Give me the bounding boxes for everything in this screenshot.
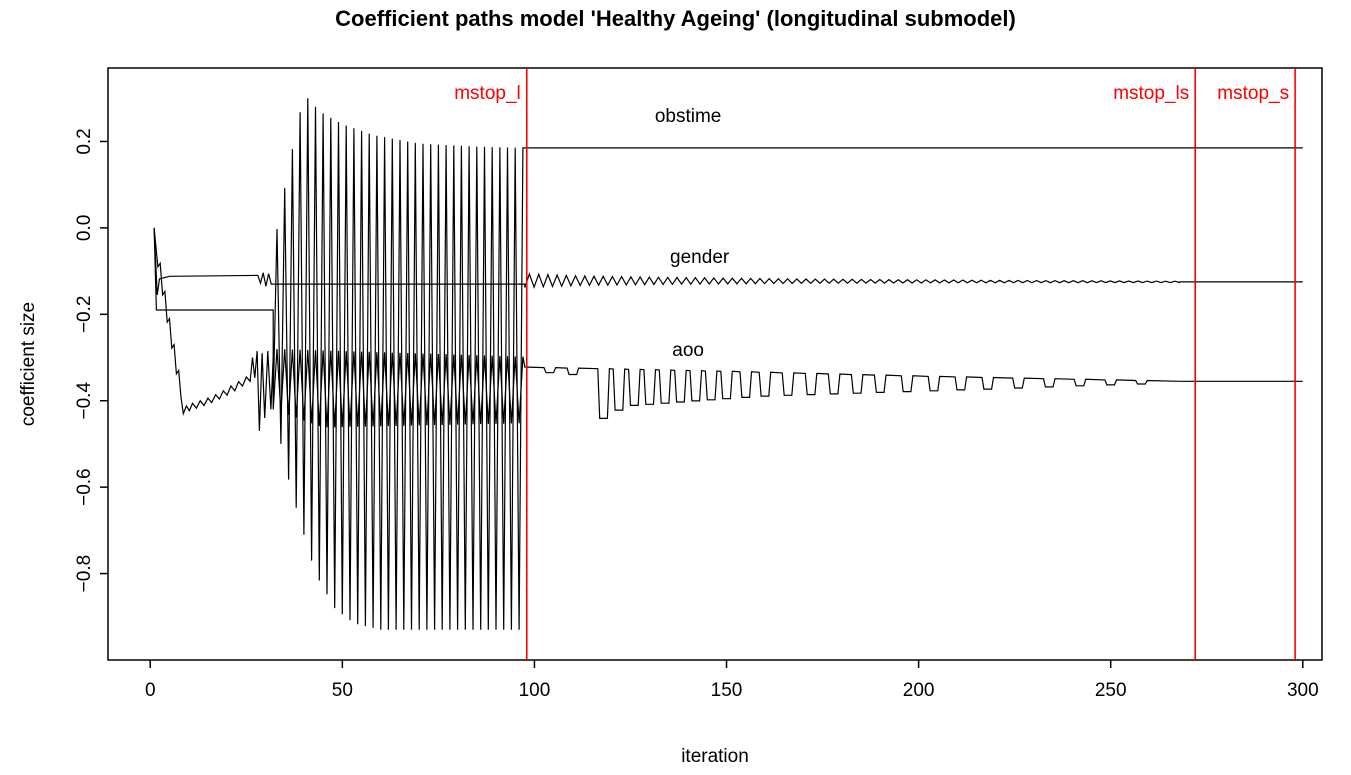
vline-label-mstop_s: mstop_s [1217, 83, 1289, 104]
x-tick-label: 150 [711, 680, 743, 701]
series-path-obstime [153, 98, 1303, 630]
x-tick-label: 250 [1095, 680, 1127, 701]
y-axis-label: coefficient size [18, 301, 39, 427]
x-tick-label: 0 [145, 680, 156, 701]
y-tick-label: −0.8 [74, 555, 95, 593]
vline-label-mstop_ls: mstop_ls [1113, 83, 1189, 104]
series-path-gender [153, 227, 1303, 295]
y-tick-label: −0.2 [74, 296, 95, 334]
y-tick-label: −0.6 [74, 468, 95, 506]
chart-title: Coefficient paths model 'Healthy Ageing'… [335, 6, 1016, 31]
x-tick-label: 300 [1287, 680, 1319, 701]
y-tick-label: 0.0 [74, 215, 95, 241]
y-tick-label: 0.2 [74, 128, 95, 154]
x-tick-label: 100 [519, 680, 551, 701]
plot-box [107, 67, 1323, 661]
series-label-aoo: aoo [672, 340, 704, 361]
series-label-gender: gender [670, 247, 730, 268]
series-label-obstime: obstime [655, 106, 722, 127]
y-tick-label: −0.4 [74, 382, 95, 420]
series-path-aoo [153, 227, 1303, 432]
x-tick-label: 200 [903, 680, 935, 701]
vline-label-mstop_l: mstop_l [454, 83, 521, 104]
x-axis-label: iteration [681, 746, 749, 767]
x-tick-label: 50 [332, 680, 353, 701]
